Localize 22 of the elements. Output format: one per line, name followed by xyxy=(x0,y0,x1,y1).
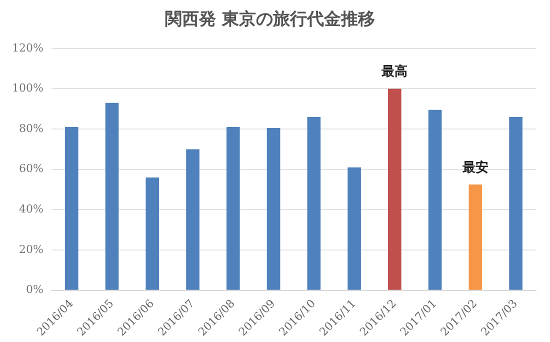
bar xyxy=(388,88,402,290)
bar xyxy=(226,127,240,290)
annotation: 最高 xyxy=(380,64,408,80)
bar xyxy=(146,177,160,290)
annotation: 最安 xyxy=(461,159,488,176)
bar xyxy=(428,110,442,290)
y-tick-label: 0% xyxy=(26,283,44,296)
bar xyxy=(64,127,78,290)
bar xyxy=(105,102,119,290)
y-tick-label: 80% xyxy=(18,122,44,135)
bar xyxy=(266,128,280,290)
bar xyxy=(509,116,522,290)
bar xyxy=(186,149,200,290)
bar xyxy=(307,116,321,290)
y-tick-label: 60% xyxy=(18,162,44,176)
chart-title: 関西発 東京の旅行代金推移 xyxy=(165,10,375,30)
y-tick-label: 100% xyxy=(12,82,44,95)
bar xyxy=(468,184,482,290)
y-tick-label: 20% xyxy=(18,242,44,256)
y-tick-label: 120% xyxy=(12,41,44,54)
y-tick-label: 40% xyxy=(18,202,44,216)
bar xyxy=(348,167,361,290)
